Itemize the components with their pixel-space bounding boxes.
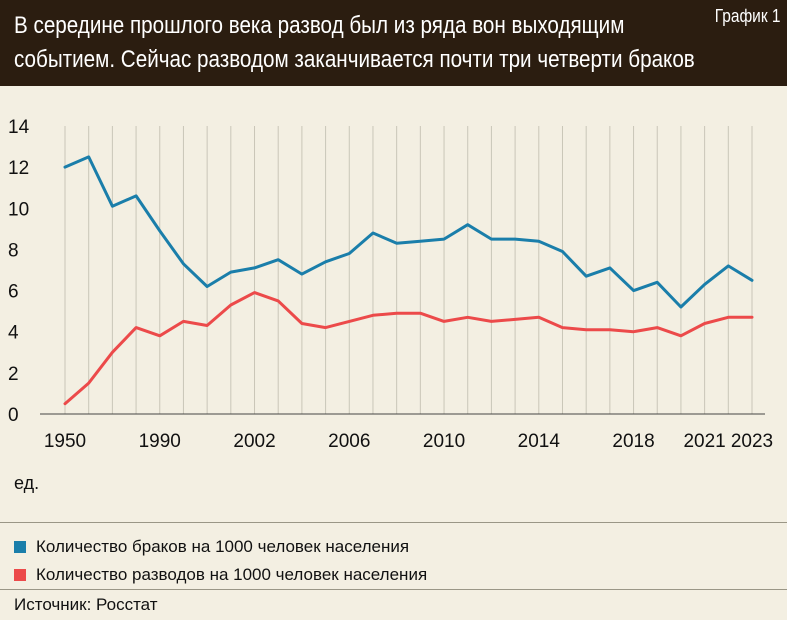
- legend: Количество браков на 1000 человек населе…: [14, 533, 427, 589]
- title-line-1: В середине прошлого века развод был из р…: [14, 12, 625, 39]
- marriages-series-line: [63, 155, 754, 309]
- grid-lines: [64, 126, 753, 414]
- series-lines: [63, 155, 754, 406]
- source-note: Источник: Росстат: [14, 595, 158, 614]
- x-tick-label: 2010: [423, 431, 465, 452]
- x-tick-label: 2002: [233, 431, 275, 452]
- y-tick-label: 4: [8, 323, 19, 344]
- x-tick-label: 1990: [139, 431, 181, 452]
- y-tick-label: 8: [8, 240, 19, 261]
- legend-label-marriages: Количество браков на 1000 человек населе…: [36, 537, 410, 556]
- chart-title: В середине прошлого века развод был из р…: [14, 9, 695, 77]
- legend-label-divorces: Количество разводов на 1000 человек насе…: [36, 565, 428, 584]
- x-tick-label: 2018: [612, 431, 654, 452]
- divorces-swatch-icon: [14, 569, 26, 581]
- legend-item-marriages: Количество браков на 1000 человек населе…: [14, 533, 427, 561]
- y-axis: 0 2 4 6 8 10 12 14: [8, 117, 30, 426]
- y-tick-label: 6: [8, 282, 19, 303]
- divorces-series-line: [63, 291, 754, 406]
- chart-header: В середине прошлого века развод был из р…: [0, 0, 787, 86]
- y-tick-label: 14: [8, 117, 30, 138]
- y-tick-label: 2: [8, 364, 19, 385]
- legend-divider-bottom: [0, 589, 787, 590]
- legend-item-divorces: Количество разводов на 1000 человек насе…: [14, 561, 427, 589]
- chart-number-badge: График 1: [715, 6, 781, 26]
- y-unit-label: ед.: [14, 473, 40, 493]
- y-tick-label: 12: [8, 158, 29, 179]
- line-chart: 0 2 4 6 8 10 12 14 1950 1990 2002 2006 2010 2014 2018…: [8, 117, 773, 452]
- x-tick-label: 2006: [328, 431, 370, 452]
- y-tick-label: 0: [8, 405, 19, 426]
- x-axis: 1950 1990 2002 2006 2010 2014 2018 2021 2023: [40, 413, 773, 452]
- x-tick-label: 1950: [44, 431, 86, 452]
- marriages-swatch-icon: [14, 541, 26, 553]
- title-line-2: событием. Сейчас разводом заканчивается …: [14, 46, 695, 73]
- x-tick-label: 2014: [518, 431, 561, 452]
- x-tick-label: 2021: [683, 431, 725, 452]
- x-tick-label: 2023: [731, 431, 773, 452]
- legend-divider-top: [0, 522, 787, 523]
- y-tick-label: 10: [8, 199, 29, 220]
